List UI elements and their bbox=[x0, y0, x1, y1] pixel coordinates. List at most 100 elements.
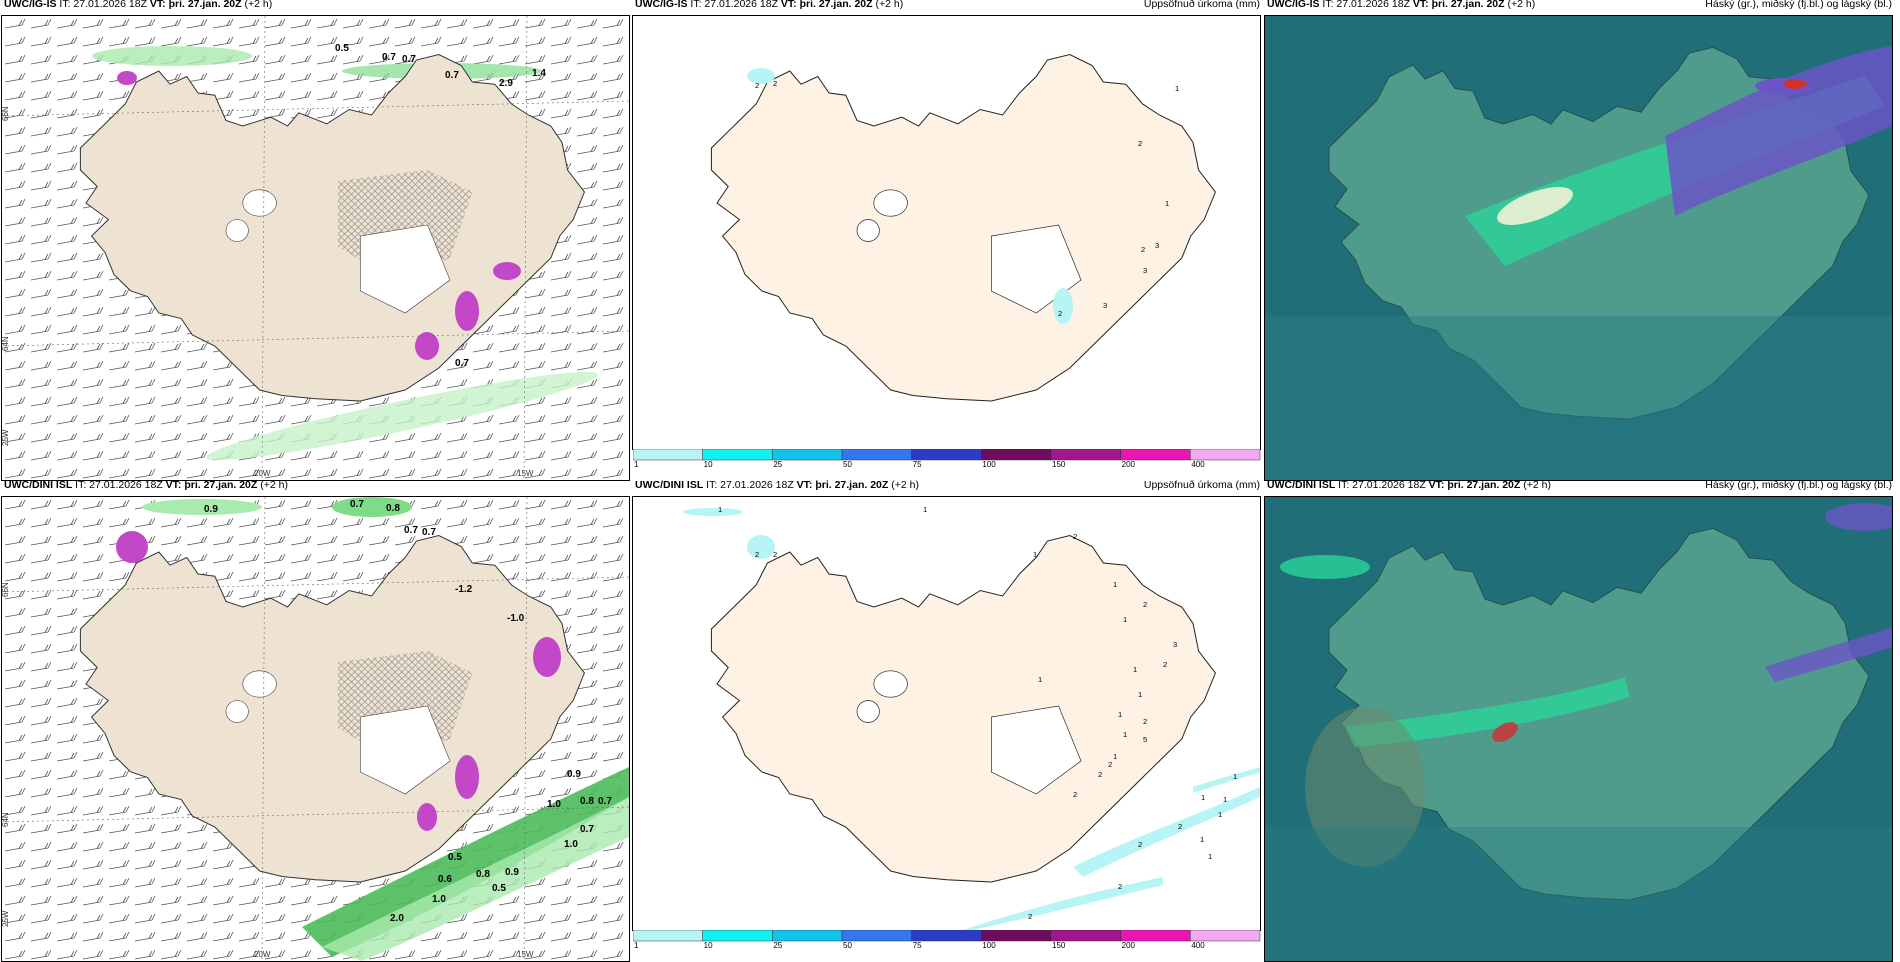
lon-label-15: 15W bbox=[517, 950, 534, 959]
valid-time: VT: þri. 27.jan. 20Z bbox=[1412, 0, 1505, 10]
precip-label: 1 bbox=[1118, 710, 1122, 719]
precip-label: 2 bbox=[1141, 245, 1145, 254]
wind-label: 0.5 bbox=[492, 883, 506, 894]
colorbar-tick-label: 25 bbox=[773, 460, 782, 468]
precip-label: 1 bbox=[923, 505, 927, 514]
colorbar-swatch bbox=[841, 449, 912, 461]
colorbar-swatch bbox=[981, 930, 1052, 942]
wind-map-panel-bottom: UWC/DINI ISL IT: 27.01.2026 18Z VT: þri.… bbox=[1, 479, 630, 962]
wind-label: 0.9 bbox=[204, 504, 218, 515]
colorbar-swatch bbox=[1120, 449, 1191, 461]
colorbar-tick-label: 1 bbox=[634, 941, 639, 949]
colorbar-swatch bbox=[841, 930, 912, 942]
precip-map-svg: 1 1 2 2 2 1 1 1 1 1 2 3 2 1 1 2 5 1 1 2 … bbox=[683, 505, 1260, 930]
wind-label: 0.9 bbox=[567, 769, 581, 780]
precip-label: 3 bbox=[1155, 241, 1159, 250]
wind-label: 1.0 bbox=[564, 839, 578, 850]
colorbar-tick-label: 10 bbox=[704, 460, 713, 468]
panel-header: UWC/DINI ISL IT: 27.01.2026 18Z VT: þri.… bbox=[633, 479, 1262, 495]
wind-label: 0.7 bbox=[445, 70, 459, 81]
precip-label: 2 bbox=[1073, 532, 1077, 541]
valid-time: VT: þri. 27.jan. 20Z bbox=[1428, 479, 1521, 491]
wind-label: 0.7 bbox=[455, 358, 469, 369]
init-time: IT: 27.01.2026 18Z bbox=[1338, 479, 1426, 491]
wind-label: 1.0 bbox=[547, 799, 561, 810]
precip-map-panel-top: UWC/IG-IS IT: 27.01.2026 18Z VT: þri. 27… bbox=[632, 0, 1261, 468]
colorbar-swatch bbox=[772, 930, 843, 942]
colorbar-tick-label: 400 bbox=[1191, 941, 1205, 949]
precip-label: 1 bbox=[1123, 615, 1127, 624]
precip-label: 2 bbox=[1058, 309, 1062, 318]
precip-label: 1 bbox=[1038, 675, 1042, 684]
precip-label: 2 bbox=[1138, 139, 1142, 148]
precip-label: 2 bbox=[1108, 760, 1112, 769]
init-time: IT: 27.01.2026 18Z bbox=[690, 0, 778, 10]
wind-label: 0.7 bbox=[404, 525, 418, 536]
colorbar-swatch bbox=[1050, 930, 1121, 942]
lon-label-15: 15W bbox=[517, 469, 534, 478]
precip-label: 2 bbox=[773, 79, 777, 88]
cloud-map-panel-top: UWC/IG-IS IT: 27.01.2026 18Z VT: þri. 27… bbox=[1264, 0, 1893, 481]
precip-label: 2 bbox=[1073, 790, 1077, 799]
model-name: UWC/IG-IS bbox=[1267, 0, 1320, 10]
colorbar-tick-label: 75 bbox=[913, 460, 922, 468]
lead-time: (+2 h) bbox=[891, 479, 919, 491]
wind-label: 1.4 bbox=[532, 68, 546, 79]
wind-label: 0.7 bbox=[422, 527, 436, 538]
cloud-title: Háský (gr.), miðský (fj.bl.) og lágský (… bbox=[1705, 479, 1892, 491]
colorbar-swatch bbox=[1190, 930, 1261, 942]
colorbar-swatch bbox=[633, 449, 703, 461]
lead-time: (+2 h) bbox=[1523, 479, 1551, 491]
precip-title: Uppsöfnuð úrkoma (mm) bbox=[1143, 0, 1260, 10]
wind-map-svg: 66N 64N 25W 20W 15W 0.9 0.7 0.8 0.7 0.7 … bbox=[2, 497, 629, 961]
colorbar-swatch bbox=[911, 449, 982, 461]
colorbar-tick-label: 10 bbox=[704, 941, 713, 949]
precip-label: 2 bbox=[1143, 717, 1147, 726]
valid-time: VT: þri. 27.jan. 20Z bbox=[796, 479, 889, 491]
wind-label: 2.0 bbox=[390, 913, 404, 924]
precip-label: 2 bbox=[1163, 660, 1167, 669]
panel-header: UWC/IG-IS IT: 27.01.2026 18Z VT: þri. 27… bbox=[633, 0, 1262, 14]
precip-label: 1 bbox=[1123, 730, 1127, 739]
lat-label-66: 66N bbox=[2, 582, 10, 597]
precip-label: 2 bbox=[1098, 770, 1102, 779]
precip-label: 3 bbox=[1143, 266, 1147, 275]
wind-map-panel-top: UWC/IG-IS IT: 27.01.2026 18Z VT: þri. 27… bbox=[1, 0, 630, 481]
valid-time: VT: þri. 27.jan. 20Z bbox=[165, 479, 258, 491]
wind-label: 0.8 bbox=[580, 796, 594, 807]
init-time: IT: 27.01.2026 18Z bbox=[706, 479, 794, 491]
wind-label: 0.7 bbox=[580, 824, 594, 835]
lead-time: (+2 h) bbox=[875, 0, 904, 10]
colorbar-swatch bbox=[1190, 449, 1261, 461]
precip-label: 1 bbox=[1201, 793, 1205, 802]
lon-label-20: 20W bbox=[254, 950, 271, 959]
lead-time: (+2 h) bbox=[260, 479, 288, 491]
wind-label: 0.5 bbox=[335, 43, 349, 54]
init-time: IT: 27.01.2026 18Z bbox=[1322, 0, 1410, 10]
precip-label: 3 bbox=[1103, 301, 1107, 310]
precip-label: 1 bbox=[1113, 752, 1117, 761]
lat-label-64: 64N bbox=[2, 336, 10, 351]
precip-label: 2 bbox=[1028, 912, 1032, 921]
precip-label: 1 bbox=[1200, 835, 1204, 844]
wind-label: -1.0 bbox=[507, 613, 525, 624]
precip-label: 2 bbox=[773, 550, 777, 559]
wind-label: 1.0 bbox=[432, 894, 446, 905]
panel-header: UWC/IG-IS IT: 27.01.2026 18Z VT: þri. 27… bbox=[1265, 0, 1894, 14]
precip-label: 1 bbox=[1138, 690, 1142, 699]
precip-label: 2 bbox=[1118, 882, 1122, 891]
precip-title: Uppsöfnuð úrkoma (mm) bbox=[1143, 479, 1260, 491]
precip-label: 1 bbox=[1113, 580, 1117, 589]
wind-label: -1.2 bbox=[455, 584, 473, 595]
wind-label: 0.6 bbox=[438, 874, 452, 885]
wind-label: 0.7 bbox=[402, 54, 416, 65]
colorbar-svg: 1 10 25 50 75 100 150 200 400 bbox=[633, 930, 1261, 949]
wind-label: 0.8 bbox=[386, 503, 400, 514]
cloud-map-svg bbox=[1265, 16, 1892, 480]
colorbar-tick-label: 150 bbox=[1052, 941, 1066, 949]
precip-label: 2 bbox=[1178, 822, 1182, 831]
colorbar-tick-label: 75 bbox=[913, 941, 922, 949]
precip-label: 5 bbox=[1143, 735, 1147, 744]
precip-label: 1 bbox=[1133, 665, 1137, 674]
precip-label: 1 bbox=[1165, 199, 1169, 208]
